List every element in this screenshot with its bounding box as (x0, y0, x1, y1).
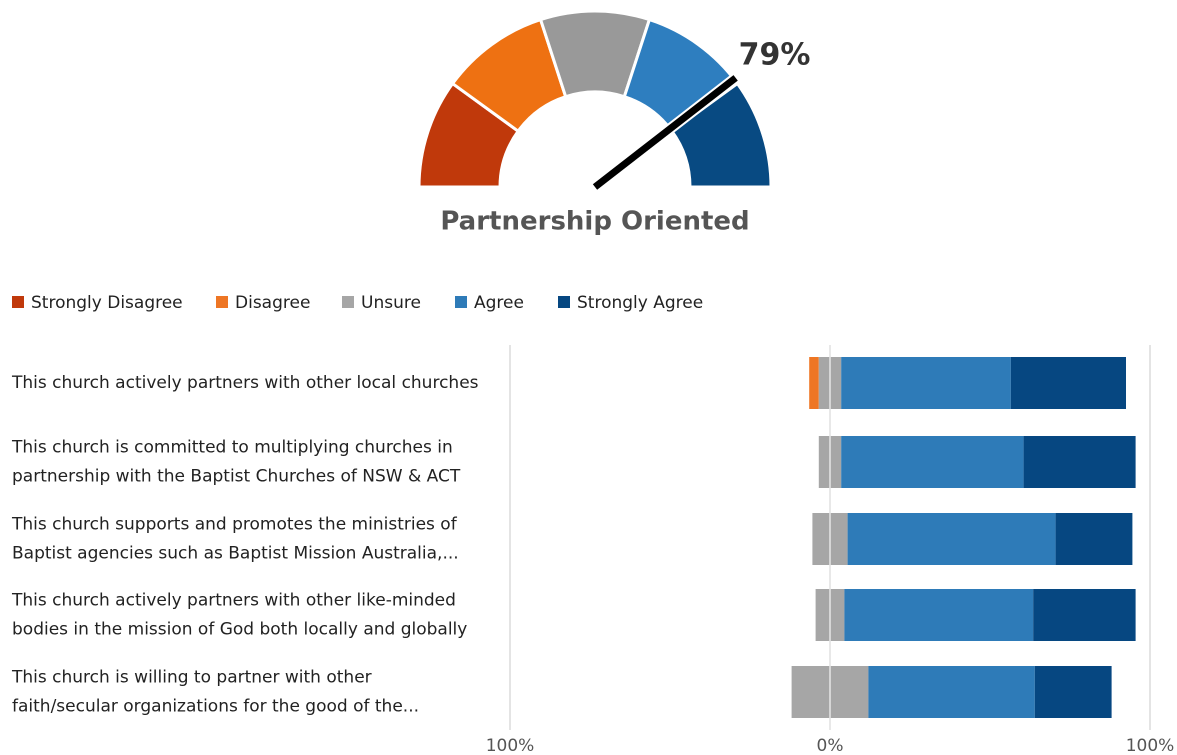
bar-segment (1023, 436, 1136, 488)
legend-swatch (216, 296, 228, 308)
bar-segment (841, 436, 1024, 488)
bar-segment (1055, 513, 1133, 565)
x-tick-label: 0% (817, 736, 844, 755)
legend-swatch (342, 296, 354, 308)
bar-segment (847, 513, 1056, 565)
gauge-band (669, 81, 773, 189)
legend-swatch (558, 296, 570, 308)
bar-segment (868, 666, 1035, 718)
category-label: This church is committed to multiplying … (11, 438, 461, 487)
category-label: This church actively partners with other… (11, 373, 479, 393)
category-label: This church supports and promotes the mi… (11, 515, 459, 564)
legend-swatch (455, 296, 467, 308)
category-label: This church is willing to partner with o… (11, 668, 419, 717)
gauge-title: Partnership Oriented (440, 207, 749, 237)
bar-segment (809, 357, 819, 409)
bar-segment (1034, 666, 1112, 718)
x-tick-label: 100% (486, 736, 535, 755)
gauge-needle (592, 75, 738, 190)
legend-label: Disagree (235, 293, 310, 313)
bar-segment (1010, 357, 1126, 409)
gauge-value-label: 79% (739, 37, 811, 72)
legend-label: Strongly Disagree (31, 293, 183, 313)
bar-segment (1033, 589, 1136, 641)
legend-label: Agree (474, 293, 524, 313)
legend-swatch (12, 296, 24, 308)
category-label: This church actively partners with other… (11, 591, 467, 640)
bar-segment (844, 589, 1034, 641)
x-tick-label: 100% (1126, 736, 1175, 755)
legend-label: Unsure (361, 293, 421, 313)
legend-label: Strongly Agree (577, 293, 703, 313)
bar-segment (841, 357, 1011, 409)
